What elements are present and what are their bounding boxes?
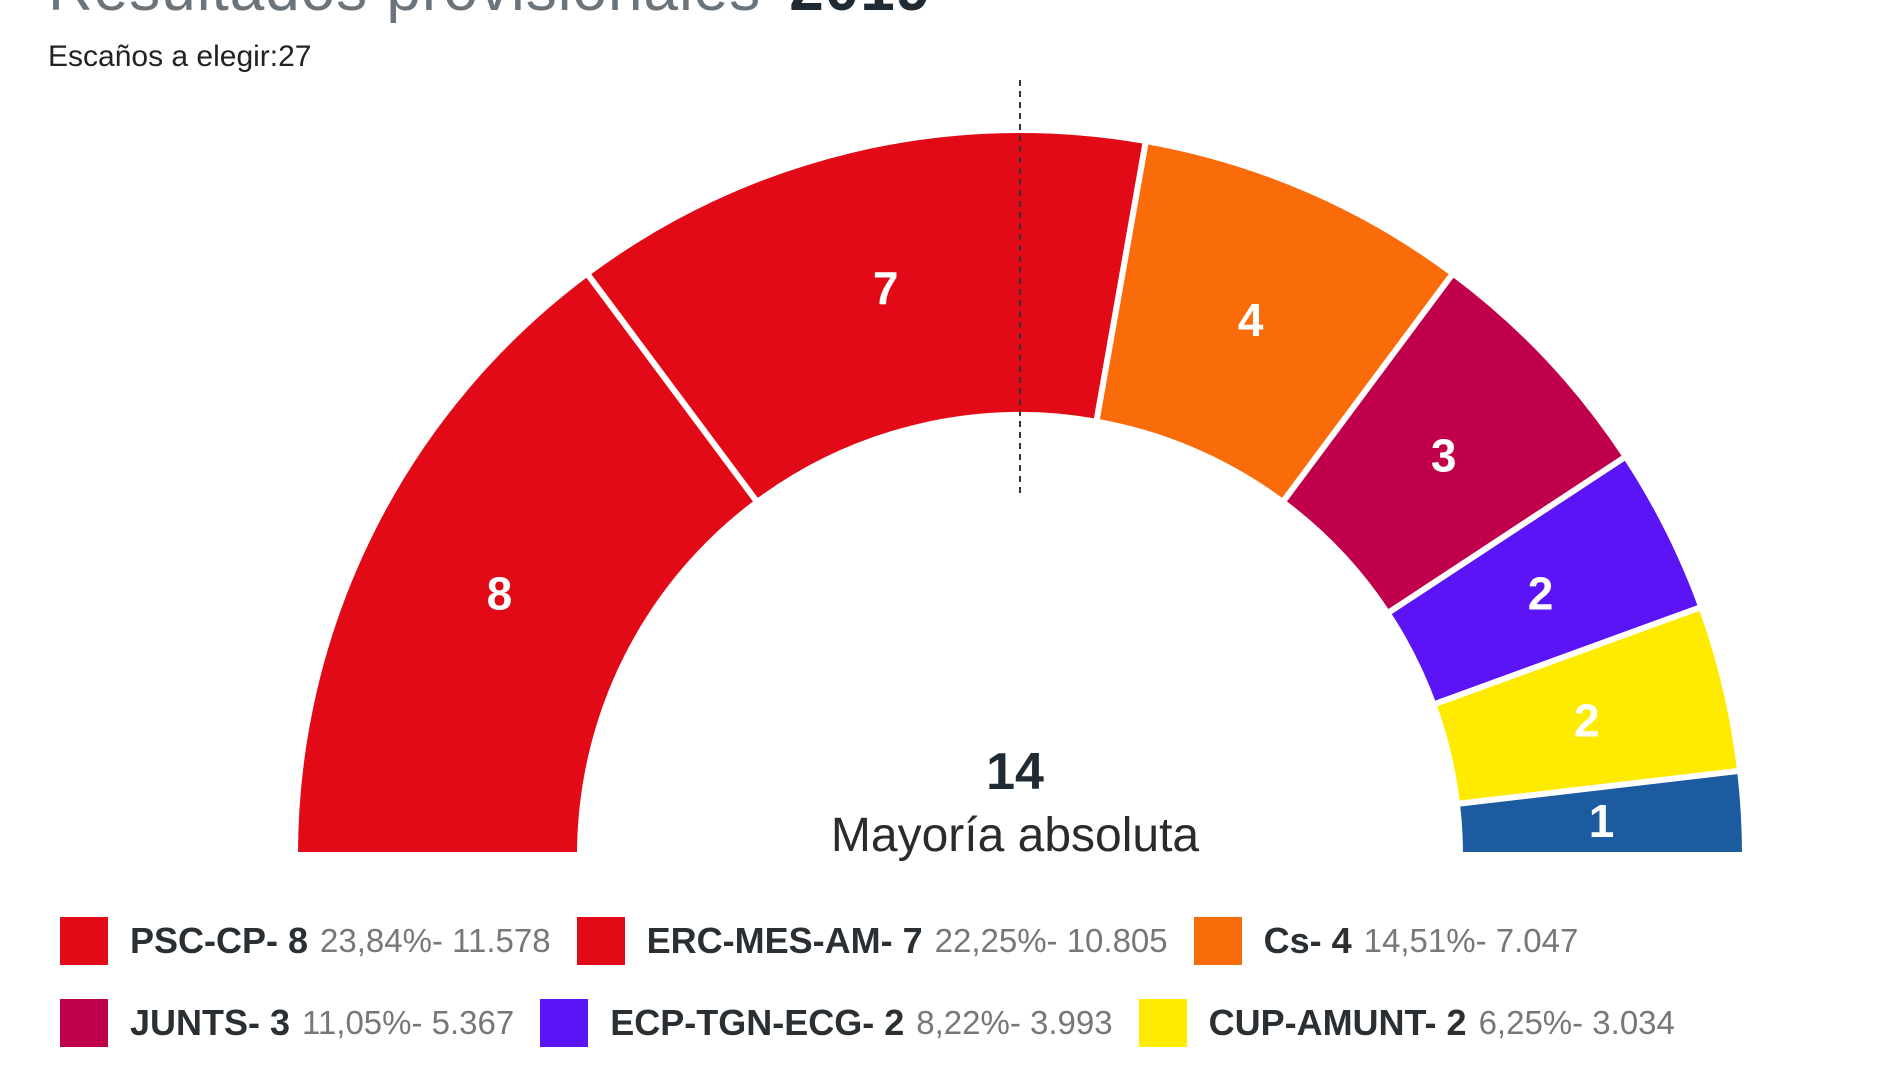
legend-item: ERC-MES-AM- 7 22,25%- 10.805	[576, 917, 1168, 965]
parliament-chart: 8 7 4 3 2 2 1	[291, 80, 1749, 858]
legend-party-stats: 6,25%- 3.034	[1478, 1004, 1675, 1041]
chart-title: Resultados provisionales 2019	[48, 0, 931, 26]
legend-party-name: ECP-TGN-ECG- 2	[610, 1002, 905, 1043]
legend-party-stats: 22,25%- 10.805	[934, 922, 1168, 959]
seat-count-label: 3	[1431, 429, 1457, 481]
legend-party-stats: 11,05%- 5.367	[302, 1004, 515, 1041]
majority-number: 14	[986, 743, 1044, 801]
legend-item: PSC-CP- 8 23,84%- 11.578	[60, 917, 551, 965]
legend-swatch	[540, 999, 589, 1047]
seat-count-label: 8	[487, 568, 513, 620]
arc-segment	[582, 127, 1150, 507]
majority-label: Mayoría absoluta	[830, 809, 1200, 862]
legend-party-name: JUNTS- 3	[130, 1002, 291, 1043]
legend-row: JUNTS- 3 11,05%- 5.367 ECP-TGN-ECG- 2 8,22%…	[60, 982, 1900, 1064]
arc-segment	[291, 269, 762, 858]
legend-item: ECP-TGN-ECG- 2 8,22%- 3.993	[540, 999, 1113, 1047]
legend-party-name: PSC-CP- 8	[130, 920, 309, 961]
seat-count-label: 2	[1528, 568, 1554, 620]
legend-party-name: ERC-MES-AM- 7	[646, 920, 923, 961]
legend-swatch	[60, 917, 108, 965]
legend-swatch	[576, 917, 625, 965]
legend-swatch	[1193, 917, 1242, 965]
seat-count-label: 2	[1574, 695, 1600, 747]
legend-item: CUP-AMUNT- 2 6,25%- 3.034	[1138, 999, 1675, 1047]
legend-party-stats: 14,51%- 7.047	[1363, 922, 1579, 959]
legend-item: JUNTS- 3 11,05%- 5.367	[60, 999, 514, 1047]
arc-segments: 8 7 4 3 2 2 1	[291, 127, 1749, 858]
legend-row: PSC-CP- 8 23,84%- 11.578 ERC-MES-AM- 7 22,2…	[60, 900, 1900, 982]
arc-segment	[1453, 767, 1749, 858]
seat-count-label: 4	[1238, 294, 1264, 346]
seats-to-elect: Escaños a elegir:27	[48, 40, 312, 73]
legend-party-name: CUP-AMUNT- 2	[1208, 1002, 1467, 1043]
seat-count-label: 7	[873, 262, 899, 314]
legend-swatch	[1138, 999, 1187, 1047]
legend-item: Cs- 4 14,51%- 7.047	[1193, 917, 1579, 965]
legend-swatch	[60, 999, 108, 1047]
legend-party-stats: 23,84%- 11.578	[320, 922, 551, 959]
legend-party-name: Cs- 4	[1263, 920, 1352, 961]
legend: PSC-CP- 8 23,84%- 11.578 ERC-MES-AM- 7 22,2…	[60, 900, 1900, 1064]
legend-party-stats: 8,22%- 3.993	[916, 1004, 1113, 1041]
title-text: Resultados provisionales	[48, 0, 761, 24]
seat-count-label: 1	[1589, 795, 1615, 847]
title-year: 2019	[789, 0, 931, 24]
